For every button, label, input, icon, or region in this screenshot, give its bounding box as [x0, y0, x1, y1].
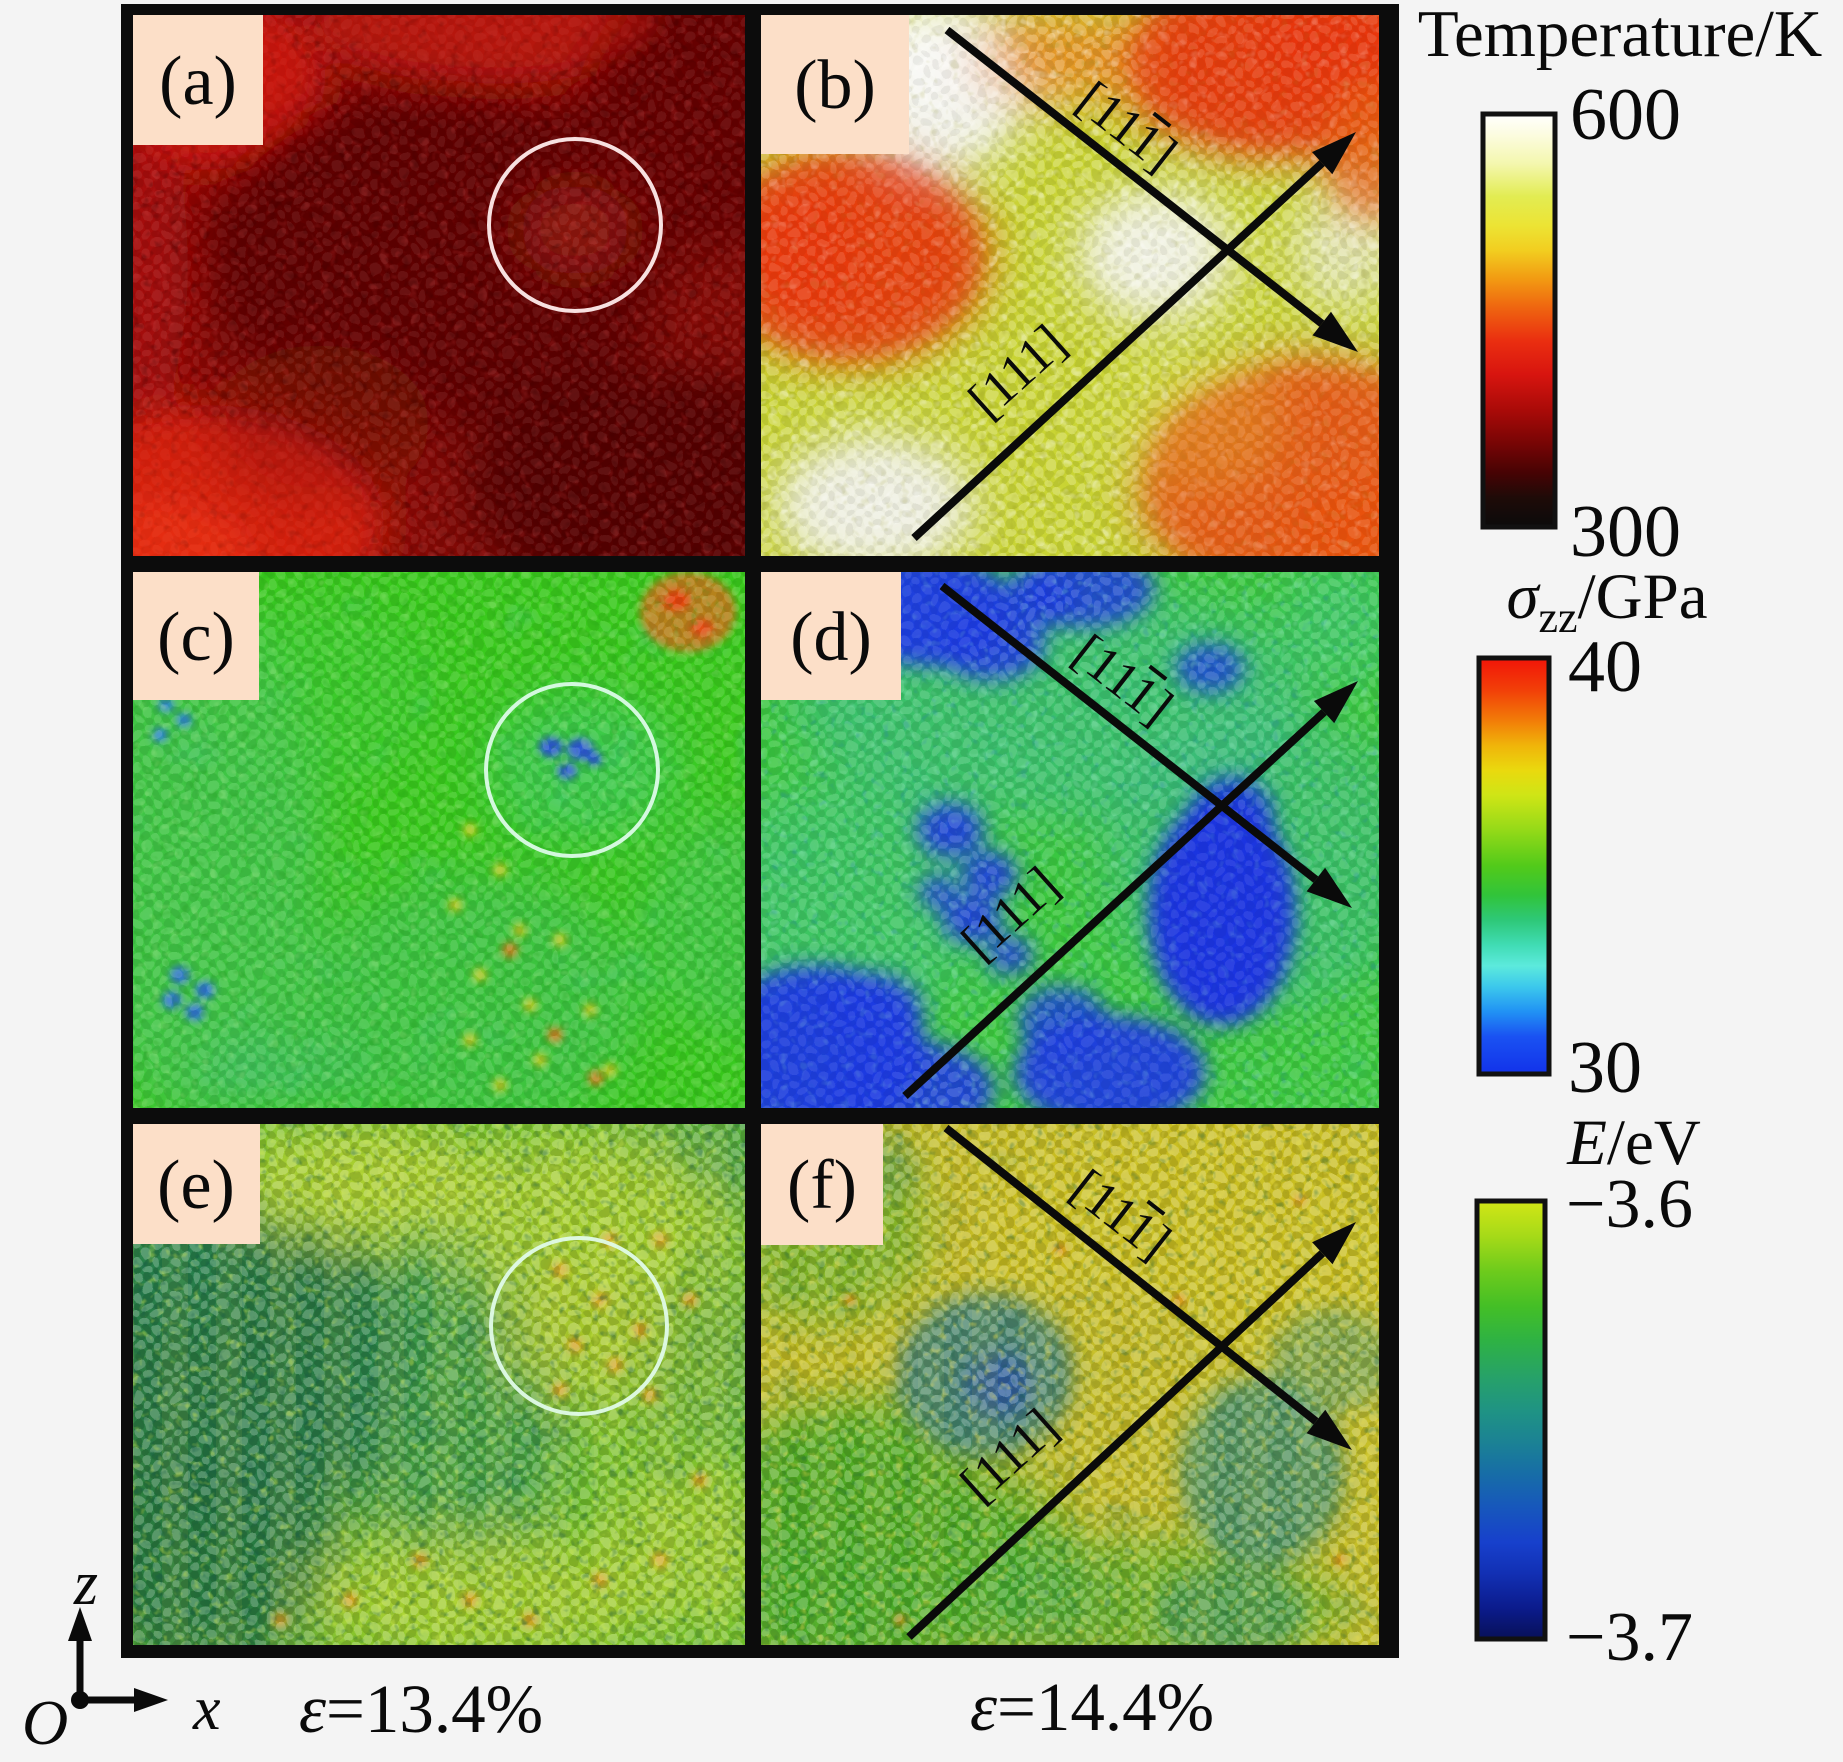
svg-text:ε=13.4%: ε=13.4% [299, 1671, 543, 1747]
svg-text:(e): (e) [157, 1147, 235, 1224]
svg-text:E/eV: E/eV [1566, 1107, 1701, 1179]
svg-text:300: 300 [1570, 491, 1681, 573]
svg-text:(b): (b) [794, 47, 876, 124]
svg-text:−3.7: −3.7 [1566, 1599, 1693, 1676]
svg-text:(c): (c) [157, 599, 235, 676]
svg-text:−3.6: −3.6 [1566, 1166, 1693, 1243]
svg-text:x: x [192, 1675, 221, 1743]
svg-text:O: O [22, 1687, 68, 1757]
svg-text:(d): (d) [790, 599, 872, 676]
svg-text:σzz/GPa: σzz/GPa [1506, 561, 1707, 642]
svg-text:Temperature/K: Temperature/K [1418, 0, 1823, 71]
svg-text:(a): (a) [159, 43, 237, 120]
svg-text:ε=14.4%: ε=14.4% [970, 1669, 1214, 1745]
svg-text:40: 40 [1568, 626, 1642, 708]
svg-text:(f): (f) [787, 1147, 857, 1224]
svg-text:z: z [73, 1550, 98, 1618]
svg-text:600: 600 [1570, 74, 1681, 156]
svg-text:30: 30 [1568, 1027, 1642, 1109]
